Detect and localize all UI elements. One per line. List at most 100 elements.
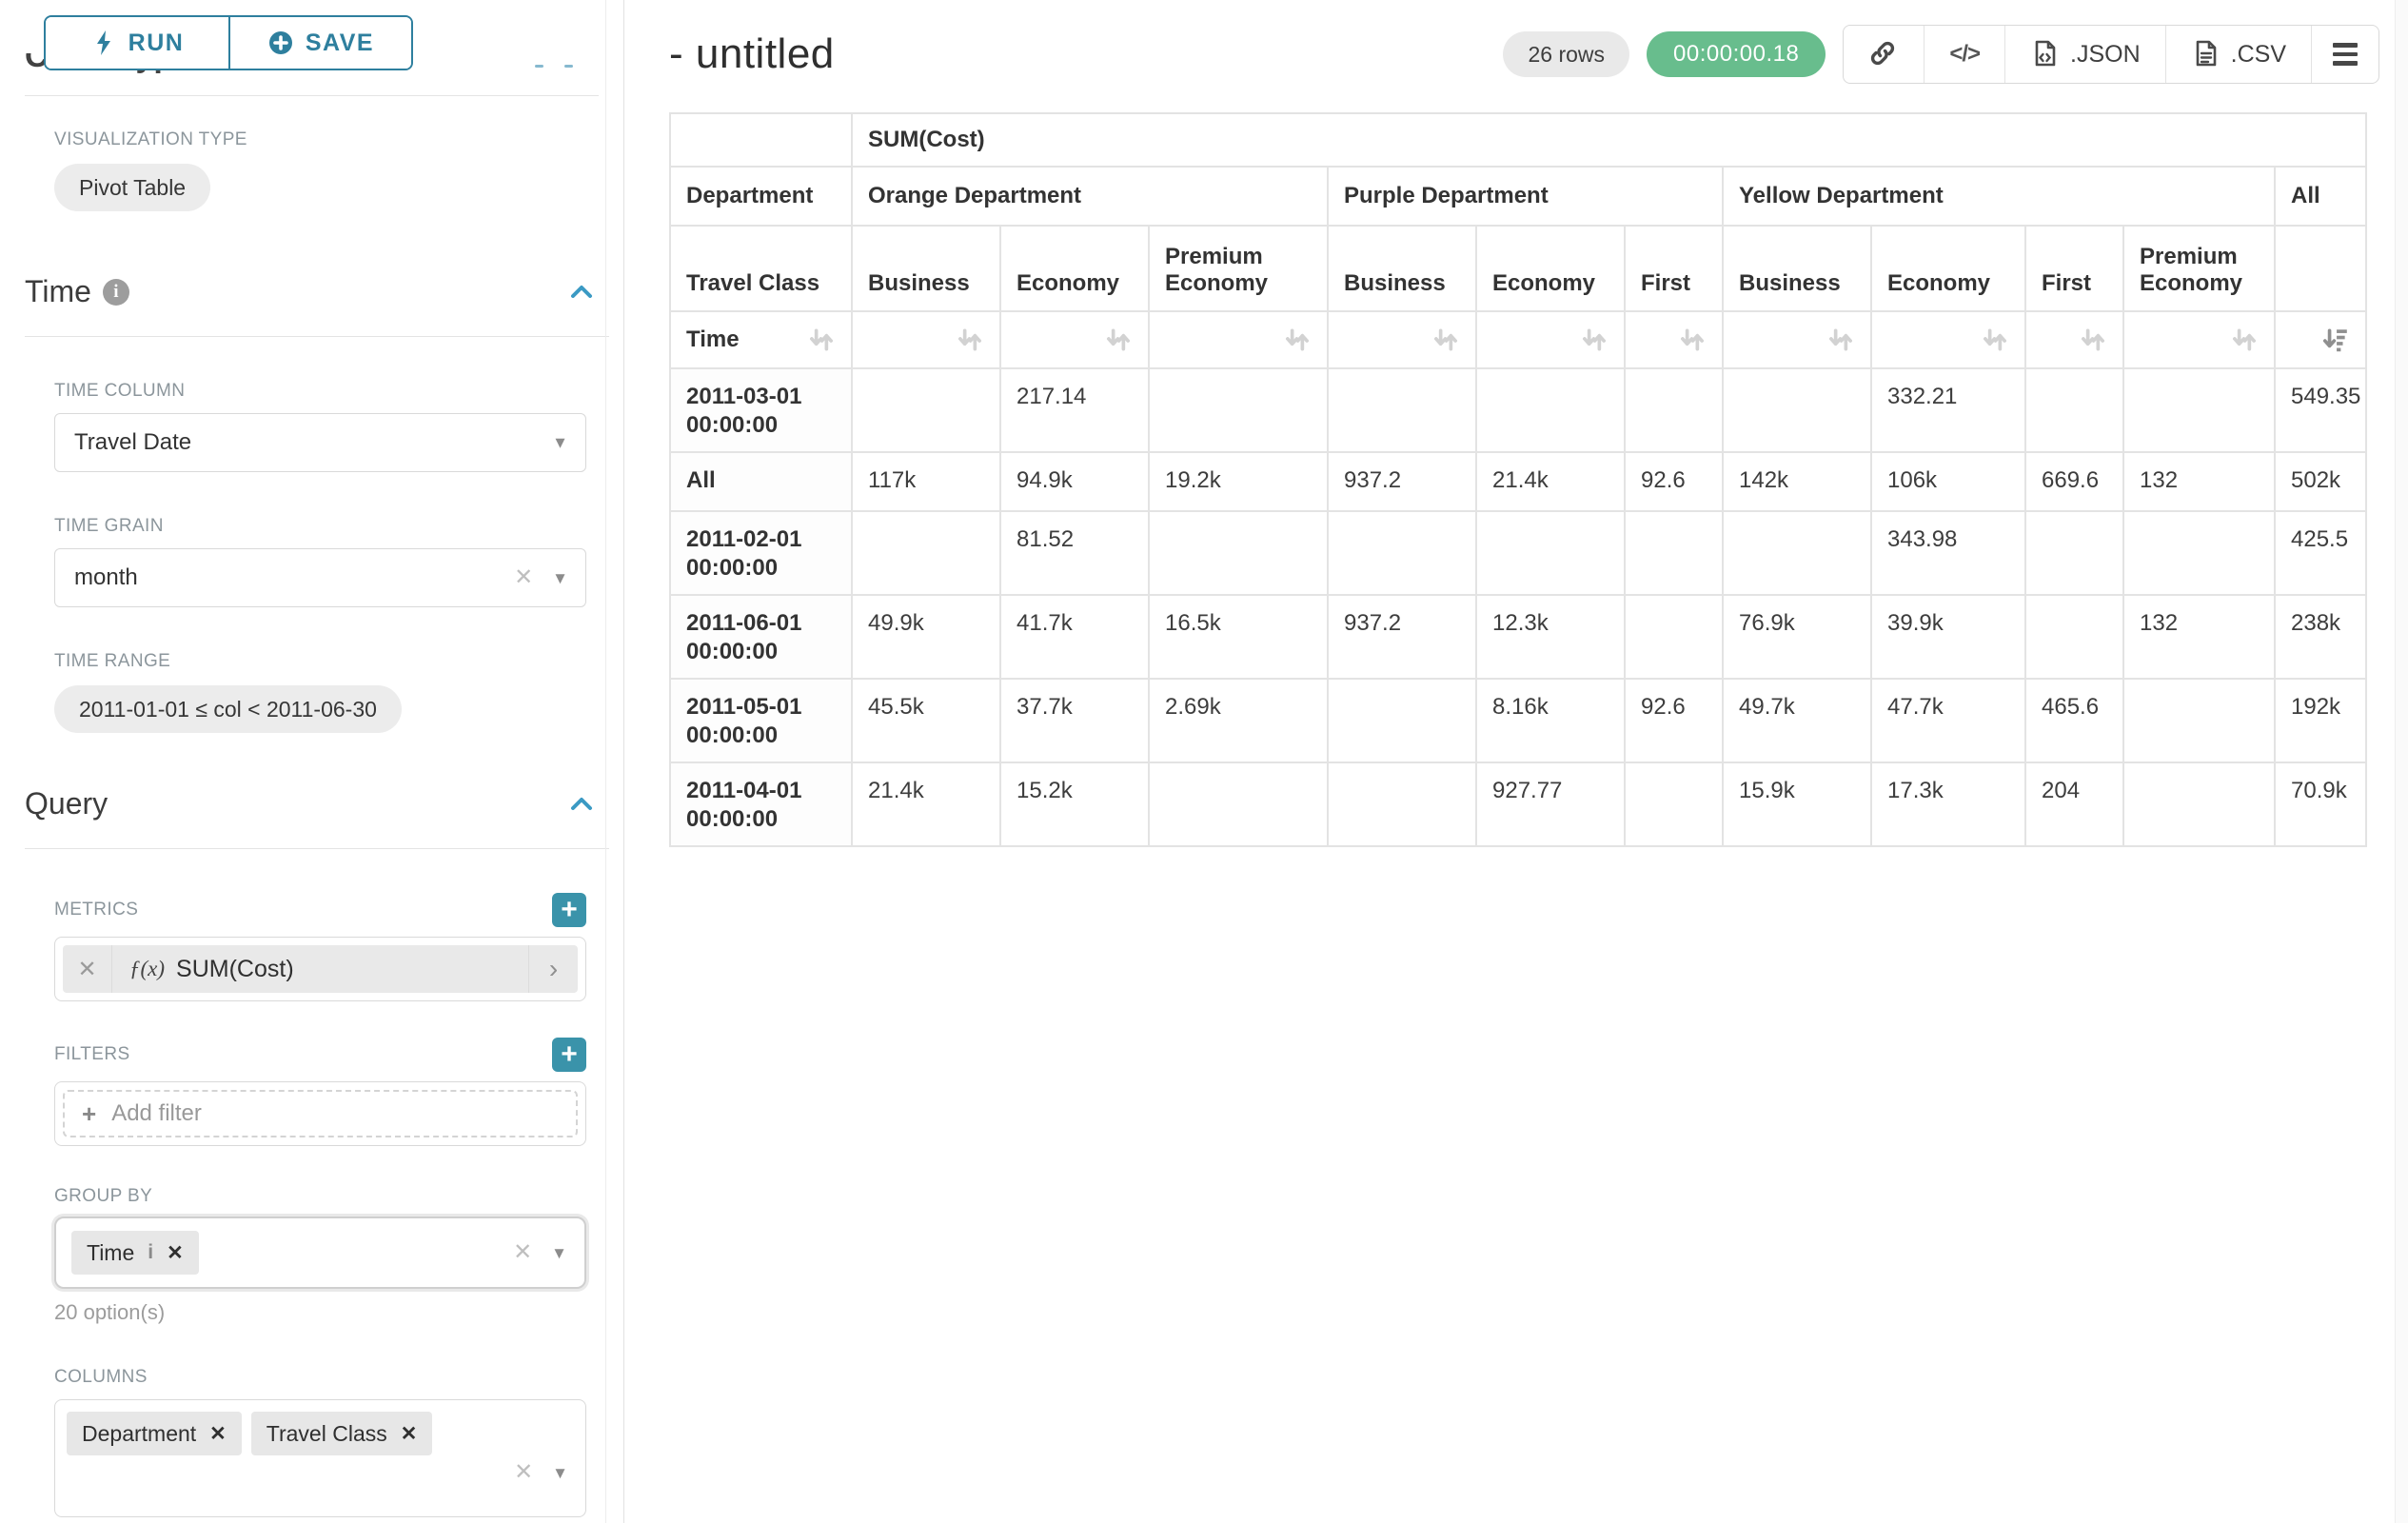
group-by-tag-time[interactable]: Time i ✕ <box>71 1231 199 1275</box>
value-cell <box>1148 367 1329 453</box>
sort-updown-icon[interactable] <box>1431 326 1460 354</box>
table-row: 2011-03-01 00:00:00 217.14 332.21 549.35 <box>669 367 2368 453</box>
copy-link-button[interactable] <box>1844 26 1924 83</box>
collapse-query-section-icon[interactable] <box>567 790 596 819</box>
viz-type-pill[interactable]: Pivot Table <box>54 164 211 211</box>
column-sort-cell[interactable] <box>2122 310 2276 369</box>
clear-icon[interactable]: ✕ <box>514 1459 534 1485</box>
sort-updown-icon[interactable] <box>1981 326 2009 354</box>
column-sort-cell[interactable] <box>2024 310 2124 369</box>
tag-label: Travel Class <box>266 1420 387 1446</box>
value-cell: 465.6 <box>2024 678 2124 763</box>
add-filter-dropzone[interactable]: + Add filter <box>63 1090 578 1137</box>
sort-updown-icon[interactable] <box>1678 326 1707 354</box>
time-range-pill[interactable]: 2011-01-01 ≤ col < 2011-06-30 <box>54 685 402 733</box>
chevron-down-icon[interactable]: ▼ <box>551 1243 567 1262</box>
remove-tag-icon[interactable]: ✕ <box>209 1422 227 1445</box>
column-sort-cell[interactable] <box>1624 310 1724 369</box>
value-cell: 49.9k <box>851 594 1001 680</box>
view-query-button[interactable]: </> <box>1924 26 2004 83</box>
tag-label: Time <box>87 1239 135 1265</box>
value-cell <box>1475 367 1626 453</box>
add-metric-button[interactable]: + <box>552 893 586 927</box>
columns-tag-department[interactable]: Department ✕ <box>67 1412 242 1455</box>
clear-icon[interactable]: ✕ <box>514 564 534 590</box>
sort-updown-icon[interactable] <box>2230 326 2259 354</box>
value-cell: 21.4k <box>1475 451 1626 512</box>
metric-pill[interactable]: ✕ ƒ(x) SUM(Cost) › <box>63 945 578 993</box>
sort-descending-icon[interactable] <box>2321 326 2350 354</box>
value-cell: 927.77 <box>1475 762 1626 847</box>
value-cell <box>2024 367 2124 453</box>
export-csv-label: .CSV <box>2230 40 2286 68</box>
value-cell: 238k <box>2273 594 2368 680</box>
value-cell <box>1624 762 1724 847</box>
row-label: 2011-02-01 00:00:00 <box>669 510 853 596</box>
remove-metric-icon[interactable]: ✕ <box>63 945 112 993</box>
value-cell: 47.7k <box>1870 678 2026 763</box>
columns-tag-travel-class[interactable]: Travel Class ✕ <box>250 1412 433 1455</box>
chevron-down-icon[interactable]: ▼ <box>552 1463 568 1482</box>
value-cell: 76.9k <box>1722 594 1872 680</box>
sort-updown-icon[interactable] <box>1283 326 1312 354</box>
column-sort-cell[interactable] <box>851 310 1001 369</box>
value-cell: 21.4k <box>851 762 1001 847</box>
group-header: Purple Department <box>1327 166 1724 227</box>
sort-updown-icon[interactable] <box>807 326 836 354</box>
value-cell <box>1722 367 1872 453</box>
add-filter-button[interactable]: + <box>552 1038 586 1072</box>
remove-tag-icon[interactable]: ✕ <box>167 1241 184 1264</box>
sort-updown-icon[interactable] <box>2079 326 2107 354</box>
chevron-down-icon[interactable]: ▼ <box>552 433 568 452</box>
column-sort-cell[interactable] <box>1475 310 1626 369</box>
value-cell: 343.98 <box>1870 510 2026 596</box>
table-row: 2011-05-01 00:00:00 45.5k 37.7k 2.69k 8.16k 9… <box>669 678 2368 763</box>
value-cell: 16.5k <box>1148 594 1329 680</box>
time-grain-select[interactable]: month ✕ ▼ <box>54 548 586 607</box>
fx-icon: ƒ(x) <box>129 957 166 980</box>
value-cell: 15.2k <box>999 762 1150 847</box>
row-dim-sort-cell[interactable]: Time <box>669 310 853 369</box>
sort-updown-icon[interactable] <box>1104 326 1133 354</box>
column-sort-cell[interactable] <box>1327 310 1477 369</box>
export-csv-button[interactable]: .CSV <box>2164 26 2311 83</box>
value-cell <box>1624 594 1724 680</box>
control-panel-sidebar: Chart Type RUN SAVE VISUALIZATION TYPE P… <box>0 0 624 1523</box>
sort-updown-icon[interactable] <box>1580 326 1609 354</box>
collapse-time-section-icon[interactable] <box>567 278 596 307</box>
filters-label: FILTERS <box>54 1044 130 1064</box>
sort-updown-icon[interactable] <box>956 326 984 354</box>
more-options-button[interactable] <box>2311 26 2378 83</box>
value-cell: 92.6 <box>1624 678 1724 763</box>
save-button[interactable]: SAVE <box>228 17 411 69</box>
remove-tag-icon[interactable]: ✕ <box>400 1422 418 1445</box>
time-column-select[interactable]: Travel Date ▼ <box>54 413 586 472</box>
info-icon[interactable]: i <box>102 278 129 306</box>
value-cell: 937.2 <box>1327 451 1477 512</box>
time-column-label: TIME COLUMN <box>54 381 186 401</box>
chevron-down-icon[interactable]: ▼ <box>552 568 568 587</box>
page-scrollbar[interactable] <box>2395 0 2408 1523</box>
column-sort-cell-active[interactable] <box>2273 310 2368 369</box>
travel-class-header-row: Travel Class Business Economy Premium Ec… <box>669 225 2368 312</box>
value-cell: 669.6 <box>2024 451 2124 512</box>
export-json-button[interactable]: .JSON <box>2004 26 2165 83</box>
clear-icon[interactable]: ✕ <box>513 1239 533 1265</box>
value-cell: 549.35 <box>2273 367 2368 453</box>
value-cell <box>2024 594 2124 680</box>
columns-select[interactable]: Department ✕ Travel Class ✕ ✕ ▼ <box>54 1399 586 1517</box>
chart-title[interactable]: - untitled <box>669 30 835 77</box>
column-sort-cell[interactable] <box>1870 310 2026 369</box>
info-icon[interactable]: i <box>148 1241 154 1263</box>
column-sort-cell[interactable] <box>1148 310 1329 369</box>
chevron-right-icon[interactable]: › <box>528 945 578 993</box>
sort-updown-icon[interactable] <box>1826 326 1855 354</box>
column-sort-cell[interactable] <box>999 310 1150 369</box>
value-cell <box>1327 367 1477 453</box>
column-sort-cell[interactable] <box>1722 310 1872 369</box>
value-cell: 17.3k <box>1870 762 2026 847</box>
run-button[interactable]: RUN <box>46 17 228 69</box>
chart-header: - untitled 26 rows 00:00:00.18 </> .JSON <box>624 0 2408 84</box>
group-by-select[interactable]: Time i ✕ ✕ ▼ <box>54 1216 586 1289</box>
value-cell <box>1624 510 1724 596</box>
